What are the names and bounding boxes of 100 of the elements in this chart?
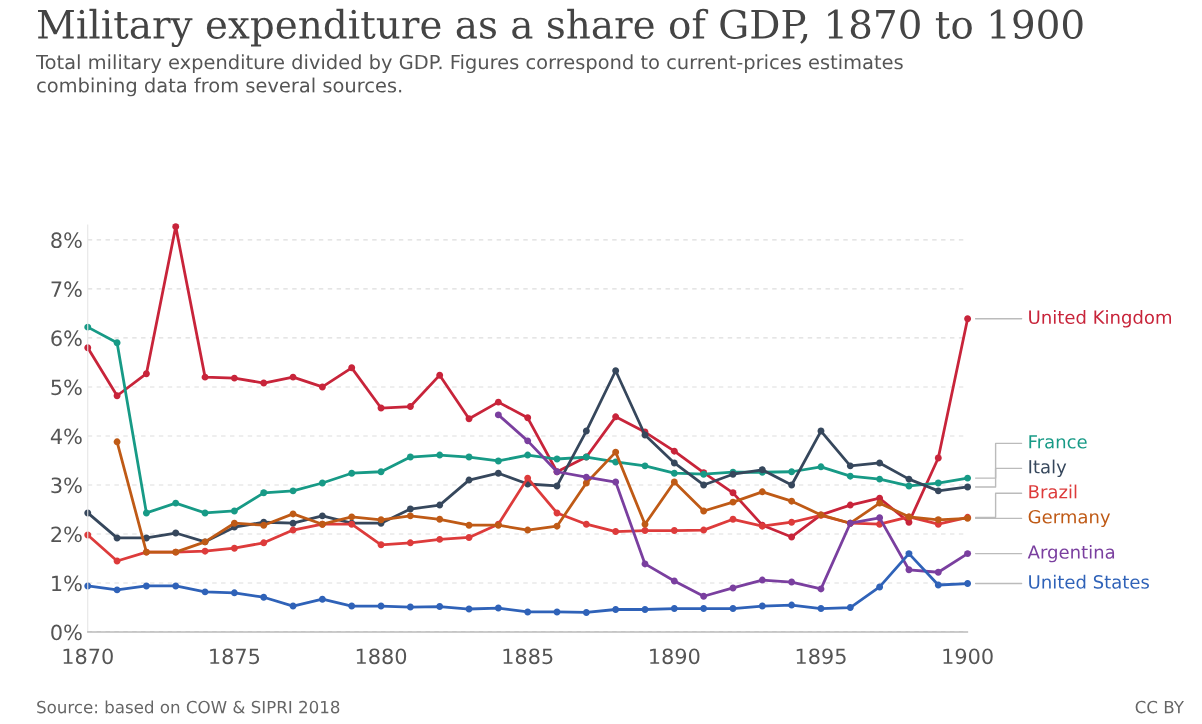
point — [582, 427, 590, 435]
point — [817, 605, 825, 612]
point — [436, 515, 444, 523]
y-tick-label: 1% — [52, 575, 82, 592]
point — [260, 489, 268, 497]
point — [670, 459, 678, 467]
point — [524, 451, 532, 459]
point — [905, 566, 913, 574]
point — [348, 602, 356, 610]
point — [964, 550, 972, 558]
point — [612, 367, 620, 375]
point — [142, 509, 150, 517]
point — [142, 370, 150, 378]
x-tick-label: 1890 — [650, 648, 700, 665]
point — [846, 604, 854, 612]
point — [758, 602, 766, 610]
text: United States — [1029, 574, 1149, 589]
point — [876, 475, 884, 483]
point — [612, 606, 620, 613]
point — [700, 605, 708, 612]
point — [230, 519, 238, 527]
point — [641, 462, 649, 470]
point — [436, 535, 444, 543]
point — [494, 411, 502, 419]
chart-title: Military expenditure as a share of GDP, 1870 to 1900 — [38, 8, 1083, 48]
point — [377, 541, 385, 549]
point — [289, 487, 297, 495]
point — [934, 479, 942, 487]
source-note: Source: based on COW & SIPRI 2018 — [37, 700, 340, 714]
point — [641, 527, 649, 535]
point — [260, 539, 268, 547]
text: France — [1029, 435, 1087, 449]
x-tick-label: 1895 — [796, 648, 846, 665]
point — [436, 451, 444, 459]
point — [318, 512, 326, 520]
point — [934, 516, 942, 524]
y-tick-label: 8% — [51, 232, 82, 249]
point — [612, 448, 620, 456]
point — [260, 379, 268, 387]
point — [788, 578, 796, 586]
point — [201, 547, 209, 555]
point — [201, 588, 209, 596]
x-tick-label: 1885 — [503, 648, 553, 665]
point — [700, 526, 708, 534]
point — [406, 512, 414, 520]
point — [964, 580, 972, 587]
point — [289, 519, 297, 527]
point — [436, 501, 444, 509]
point — [758, 488, 766, 496]
point — [700, 507, 708, 515]
point — [260, 593, 268, 601]
point — [846, 462, 854, 470]
point — [582, 608, 590, 616]
point — [670, 469, 678, 477]
y-tick-label: 5% — [51, 379, 82, 396]
point — [905, 550, 913, 558]
point — [230, 589, 238, 597]
point — [670, 605, 678, 612]
point — [612, 478, 620, 486]
point — [436, 371, 444, 379]
point — [846, 501, 854, 509]
y-tick-label: 7% — [51, 281, 82, 298]
point — [934, 487, 942, 495]
point — [612, 413, 620, 421]
point — [113, 438, 121, 446]
point — [788, 468, 796, 476]
point — [494, 457, 502, 465]
point — [758, 576, 766, 584]
point — [524, 474, 532, 482]
point — [700, 592, 708, 600]
point — [582, 479, 590, 487]
text: CC BY — [1135, 700, 1184, 714]
point — [172, 529, 180, 537]
point — [172, 223, 180, 231]
point — [465, 415, 473, 423]
x-tick-label: 1875 — [210, 648, 260, 665]
y-tick-label: 4% — [50, 428, 82, 445]
point — [436, 603, 444, 611]
point — [846, 472, 854, 480]
point — [406, 505, 414, 513]
point — [729, 605, 737, 612]
point — [817, 463, 825, 471]
point — [524, 608, 532, 616]
y-tick-label: 3% — [51, 477, 82, 494]
point — [670, 478, 678, 486]
point — [524, 526, 532, 534]
point — [113, 339, 121, 347]
point — [641, 520, 649, 528]
point — [406, 403, 414, 411]
point — [465, 521, 473, 529]
point — [670, 577, 678, 585]
x-tick-label: 1870 — [63, 648, 113, 665]
point — [494, 398, 502, 406]
point — [318, 595, 326, 603]
point — [876, 459, 884, 467]
text: Italy — [1029, 459, 1067, 478]
point — [700, 481, 708, 489]
y-tick-label: 0% — [51, 624, 82, 641]
point — [670, 527, 678, 535]
point — [788, 497, 796, 505]
